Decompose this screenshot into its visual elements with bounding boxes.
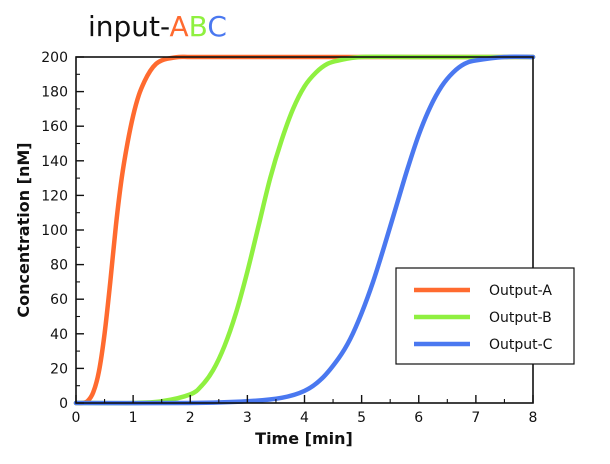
y-axis-tick-labels: 0 20 40 60 80 100 120 140 160 180 200 [41, 50, 68, 412]
chart-title-part-3: C [207, 10, 227, 43]
y-tick-label-6: 120 [41, 188, 68, 204]
y-tick-label-0: 0 [59, 396, 68, 412]
x-tick-label-3: 3 [243, 410, 252, 426]
legend-label-output-a: Output-A [489, 283, 552, 299]
legend: Output-A Output-B Output-C [395, 267, 575, 365]
y-axis-ticks [76, 56, 84, 404]
x-tick-label-6: 6 [414, 410, 423, 426]
x-tick-label-0: 0 [72, 410, 81, 426]
chart-title-part-0: input- [88, 10, 170, 43]
y-tick-label-4: 80 [50, 258, 68, 274]
x-tick-label-8: 8 [529, 410, 538, 426]
y-tick-label-5: 100 [41, 223, 68, 239]
x-tick-label-2: 2 [186, 410, 195, 426]
x-tick-label-1: 1 [129, 410, 138, 426]
y-axis-label: Concentration [nM] [14, 142, 33, 317]
y-tick-label-1: 20 [50, 361, 68, 377]
y-tick-label-2: 40 [50, 327, 68, 343]
y-tick-label-8: 160 [41, 119, 68, 135]
legend-label-output-b: Output-B [489, 310, 552, 326]
chart-title-part-2: B [189, 10, 208, 43]
legend-label-output-c: Output-C [489, 337, 553, 353]
chart-title-part-1: A [170, 10, 189, 43]
x-tick-label-7: 7 [471, 410, 480, 426]
x-axis-tick-labels: 0 1 2 3 4 5 6 7 8 [72, 410, 538, 426]
chart-title: input-ABC [88, 10, 227, 43]
x-axis-label: Time [min] [255, 429, 353, 448]
x-tick-label-4: 4 [300, 410, 309, 426]
series-line-output-c [73, 54, 536, 406]
x-tick-label-5: 5 [357, 410, 366, 426]
y-tick-label-3: 60 [50, 292, 68, 308]
y-tick-label-9: 180 [41, 85, 68, 101]
y-tick-label-10: 200 [41, 50, 68, 66]
x-axis-ticks [75, 395, 534, 403]
y-tick-label-7: 140 [41, 154, 68, 170]
